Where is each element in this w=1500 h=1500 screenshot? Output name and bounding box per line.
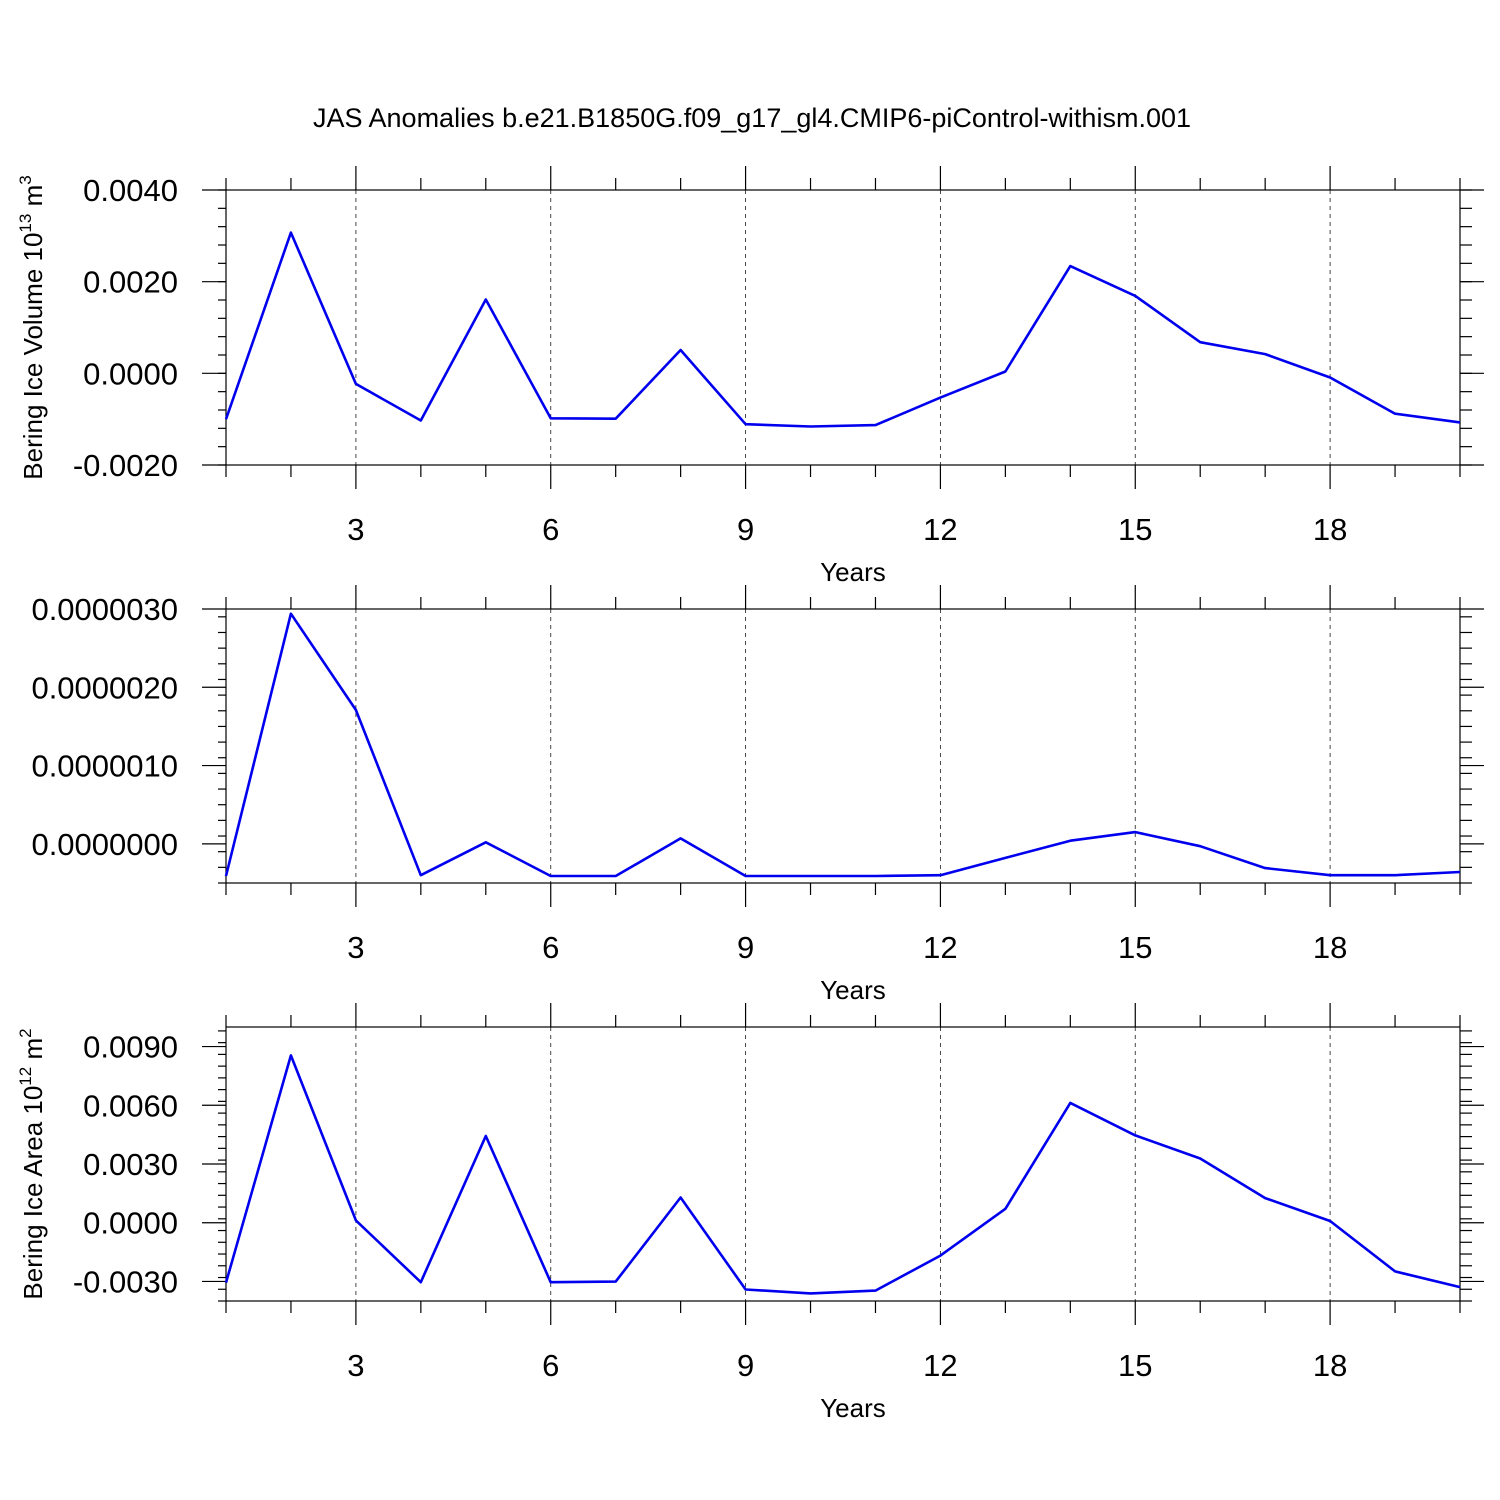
series-line — [224, 1054, 1461, 1295]
x-tick-label: 18 — [1313, 512, 1347, 547]
y-axis-title: Bering Ice Area 1012 m2 — [16, 1028, 48, 1299]
x-tick-label: 18 — [1313, 930, 1347, 965]
y-tick-label: 0.0090 — [83, 1030, 178, 1065]
x-tick-label: 3 — [347, 930, 364, 965]
x-tick-label: 9 — [737, 930, 754, 965]
y-tick-label: 0.0040 — [83, 173, 178, 208]
y-axis-title: Bering Ice Volume 1013 m3 — [16, 175, 48, 479]
x-axis-title: Years — [820, 975, 886, 1005]
y-tick-label: 0.0020 — [83, 265, 178, 300]
y-tick-label: -0.0020 — [73, 448, 178, 483]
panels: -0.0020 0.0000 0.0020 0.0040 3 6 9 12 15 18 Years B… — [16, 166, 1484, 1423]
plot-frame — [225, 189, 1461, 466]
x-tick-label: 12 — [923, 1348, 957, 1383]
x-tick-label: 9 — [737, 1348, 754, 1383]
y-tick-label: 0.0000020 — [31, 670, 178, 705]
y-tick-label: 0.0000 — [83, 356, 178, 391]
x-tick-label: 9 — [737, 512, 754, 547]
x-tick-label: 6 — [542, 512, 559, 547]
x-tick-label: 3 — [347, 512, 364, 547]
x-tick-label: 15 — [1118, 930, 1152, 965]
y-tick-label: 0.0030 — [83, 1147, 178, 1182]
chart-panel-3: -0.0030 0.0000 0.0030 0.0060 0.0090 3 6 9 12 15 18… — [16, 1003, 1484, 1423]
x-tick-label: 12 — [923, 930, 957, 965]
x-tick-label: 18 — [1313, 1348, 1347, 1383]
y-tick-label: -0.0030 — [73, 1264, 178, 1299]
x-tick-label: 15 — [1118, 512, 1152, 547]
x-tick-label: 15 — [1118, 1348, 1152, 1383]
plot-frame — [225, 1026, 1461, 1302]
y-tick-label: 0.0000 — [83, 1206, 178, 1241]
y-tick-label: 0.0000000 — [31, 827, 178, 862]
x-tick-label: 6 — [542, 1348, 559, 1383]
y-tick-label: 0.0000030 — [31, 592, 178, 627]
x-axis-title: Years — [820, 557, 886, 587]
x-tick-label: 12 — [923, 512, 957, 547]
x-axis-title: Years — [820, 1393, 886, 1423]
y-tick-label: 0.0000010 — [31, 749, 178, 784]
chart-panel-2: 0.0000000 0.0000010 0.0000020 0.0000030 3 6 9 1… — [31, 585, 1484, 1005]
series-line — [224, 612, 1461, 878]
figure-title: JAS Anomalies b.e21.B1850G.f09_g17_gl4.C… — [313, 103, 1191, 133]
series-line — [224, 231, 1461, 428]
x-tick-label: 3 — [347, 1348, 364, 1383]
chart-panel-1: -0.0020 0.0000 0.0020 0.0040 3 6 9 12 15 18 Years B… — [16, 166, 1484, 587]
y-tick-label: 0.0060 — [83, 1088, 178, 1123]
x-tick-label: 6 — [542, 930, 559, 965]
plot-frame — [225, 608, 1461, 884]
